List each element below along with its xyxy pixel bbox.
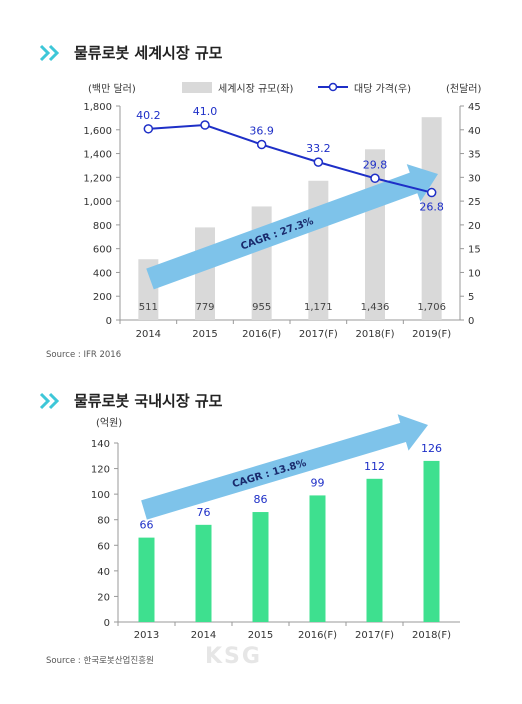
x-tick-label: 2018(F) [412,630,451,640]
x-tick-label: 2013 [134,630,159,640]
section2-title-text: 물류로봇 국내시장 규모 [74,392,223,410]
y-axis-unit-label: (억원) [96,417,122,429]
x-tick-label: 2015 [192,329,217,340]
price-point [256,139,267,150]
bar [421,117,442,320]
x-tick-label: 2018(F) [355,329,394,340]
bar [366,478,383,622]
x-tick-label: 2017(F) [299,329,338,340]
bar-value-label: 1,436 [361,302,390,313]
double-chevron-icon [39,44,60,61]
y-tick-label: 80 [97,516,110,527]
y2-axis-unit-label: (천달러) [446,83,482,95]
y2-tick-label: 25 [468,197,481,208]
y2-tick-label: 30 [468,173,481,184]
price-point [426,187,437,198]
section1-title-text: 물류로봇 세계시장 규모 [74,44,223,62]
section1-title: 물류로봇 세계시장 규모 [38,42,222,63]
y2-tick-label: 15 [468,245,481,256]
bar-value-label: 76 [197,506,211,519]
section2-source: Source : 한국로봇산업진흥원 [46,656,154,666]
section2-title: 물류로봇 국내시장 규모 [38,390,222,411]
legend-bar-swatch [182,82,212,93]
price-value-label: 41.0 [193,105,218,118]
bar-value-label: 779 [195,302,214,313]
bar [195,524,212,622]
y-tick-label: 400 [93,268,112,279]
y-tick-label: 1,600 [83,126,112,137]
x-tick-label: 2014 [136,329,161,340]
y-tick-label: 0 [104,618,110,629]
legend-line-marker [328,82,338,92]
cagr-arrow-shape [141,414,428,520]
price-value-label: 33.2 [306,142,331,155]
x-tick-label: 2016(F) [242,329,281,340]
y2-tick-label: 35 [468,150,481,161]
y-axis-unit-label: (백만 달러) [88,83,136,95]
bar-value-label: 99 [311,476,325,489]
y-tick-label: 1,400 [83,150,112,161]
watermark-logo: KSG [205,644,262,669]
y-tick-label: 600 [93,245,112,256]
y-tick-label: 1,200 [83,173,112,184]
bar-value-label: 112 [364,460,385,473]
bar-value-label: 1,171 [304,302,333,313]
y-tick-label: 20 [97,592,110,603]
cagr-arrow: CAGR : 13.8% [141,414,428,520]
price-value-label: 29.8 [363,158,388,171]
price-point [200,120,210,130]
bar-value-label: 66 [140,519,154,532]
y-tick-label: 1,800 [83,102,112,113]
bar [423,460,440,622]
price-value-label: 36.9 [249,125,274,138]
y-tick-label: 200 [93,292,112,303]
bar [252,512,269,622]
price-value-label: 26.8 [419,201,444,214]
x-tick-label: 2015 [248,630,273,640]
y-tick-label: 60 [97,541,110,552]
y-tick-label: 1,000 [83,197,112,208]
x-tick-label: 2016(F) [298,630,337,640]
legend-bar-label: 세계시장 규모(좌) [218,83,293,95]
bar [308,180,329,320]
y-tick-label: 800 [93,221,112,232]
bar-value-label: 86 [254,493,268,506]
x-tick-label: 2017(F) [355,630,394,640]
y-tick-label: 40 [97,567,110,578]
x-tick-label: 2019(F) [412,329,451,340]
x-tick-label: 2014 [191,630,216,640]
price-line [148,124,432,194]
price-point [143,124,154,134]
price-point [313,157,324,167]
price-point [370,173,380,184]
cagr-arrow: CAGR : 27.3% [146,164,439,290]
y2-tick-label: 5 [468,292,474,303]
y2-tick-label: 20 [468,221,481,232]
domestic-market-chart: (억원) 0 20 40 60 80 100 120 140 CAGR : 13.8%66 76 86… [91,414,460,640]
bar-value-label: 126 [421,442,442,455]
y2-tick-label: 40 [468,126,481,137]
y-tick-label: 0 [106,316,112,327]
section1-source: Source : IFR 2016 [46,350,122,360]
y-tick-label: 120 [91,465,110,476]
bar-value-label: 955 [252,302,271,313]
cagr-arrow-shape [146,164,439,290]
bar-value-label: 511 [139,302,158,313]
legend-line-label: 대당 가격(우) [354,82,411,95]
double-chevron-icon [39,392,60,409]
y-tick-label: 140 [91,439,110,450]
y-tick-label: 100 [91,490,110,501]
bar [138,537,155,622]
world-market-chart: (백만 달러) (천달러)세계시장 규모(좌) 대당 가격(우)0200400600… [83,82,482,340]
bar [309,495,326,622]
bar-value-label: 1,706 [417,302,446,313]
y2-tick-label: 45 [468,102,481,113]
y2-tick-label: 0 [468,316,474,327]
price-value-label: 40.2 [136,109,161,122]
y2-tick-label: 10 [468,268,481,279]
